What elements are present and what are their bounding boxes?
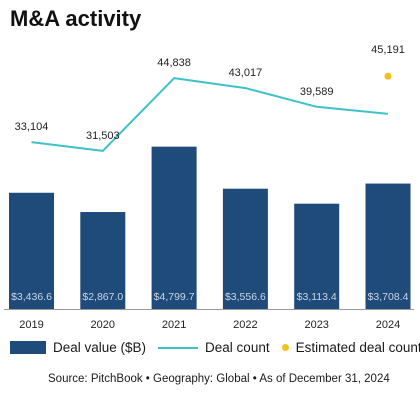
bar-value-label: $3,113.4: [297, 291, 337, 303]
line-value-label: 43,017: [229, 67, 263, 79]
bar-value-label: $3,436.6: [11, 291, 52, 303]
estimated-value-label: 45,191: [371, 44, 405, 56]
bar-2023: [294, 203, 340, 309]
bar-value-label: $3,556.6: [225, 291, 266, 303]
bar-2022: [222, 188, 268, 309]
x-tick-label: 2024: [376, 319, 400, 331]
chart-area: $3,436.6 $2,867.0 $4,799.7 $3,556.6 $3,113.4…: [4, 44, 414, 331]
line-value-label: 44,838: [157, 57, 191, 69]
bar-2021: [151, 146, 197, 309]
line-value-label: 39,589: [300, 86, 334, 98]
x-tick-label: 2020: [91, 319, 115, 331]
chart-legend: Deal value ($B) Deal count Estimated dea…: [10, 340, 420, 355]
legend-label-estimated: Estimated deal count: [295, 340, 420, 355]
legend-item-estimated: Estimated deal count: [281, 340, 420, 355]
source-note: Source: PitchBook • Geography: Global • …: [48, 373, 390, 385]
legend-label-deal-count: Deal count: [205, 340, 270, 355]
bar-2024: [365, 183, 411, 309]
bar-value-label: $4,799.7: [154, 291, 195, 303]
deal-count-line: [31, 77, 389, 152]
line-value-label: 33,104: [15, 121, 49, 133]
x-tick-label: 2023: [304, 319, 328, 331]
legend-swatch-bar: [10, 341, 46, 354]
legend-item-deal-count: Deal count: [158, 340, 270, 355]
bar-2020: [80, 212, 126, 309]
legend-item-deal-value: Deal value ($B): [10, 340, 146, 355]
bar-2019: [9, 192, 54, 309]
estimated-deal-count-dot: [384, 72, 392, 80]
bar-value-label: $2,867.0: [82, 291, 123, 303]
line-value-label: 31,503: [86, 130, 120, 142]
x-tick-label: 2021: [162, 319, 186, 331]
legend-label-deal-value: Deal value ($B): [53, 340, 147, 355]
x-tick-label: 2022: [233, 319, 257, 331]
chart-title: M&A activity: [10, 6, 142, 31]
legend-swatch-line: [158, 346, 199, 349]
bar-value-label: $3,708.4: [368, 291, 409, 303]
x-tick-label: 2019: [19, 319, 43, 331]
legend-swatch-dot: [281, 344, 289, 351]
